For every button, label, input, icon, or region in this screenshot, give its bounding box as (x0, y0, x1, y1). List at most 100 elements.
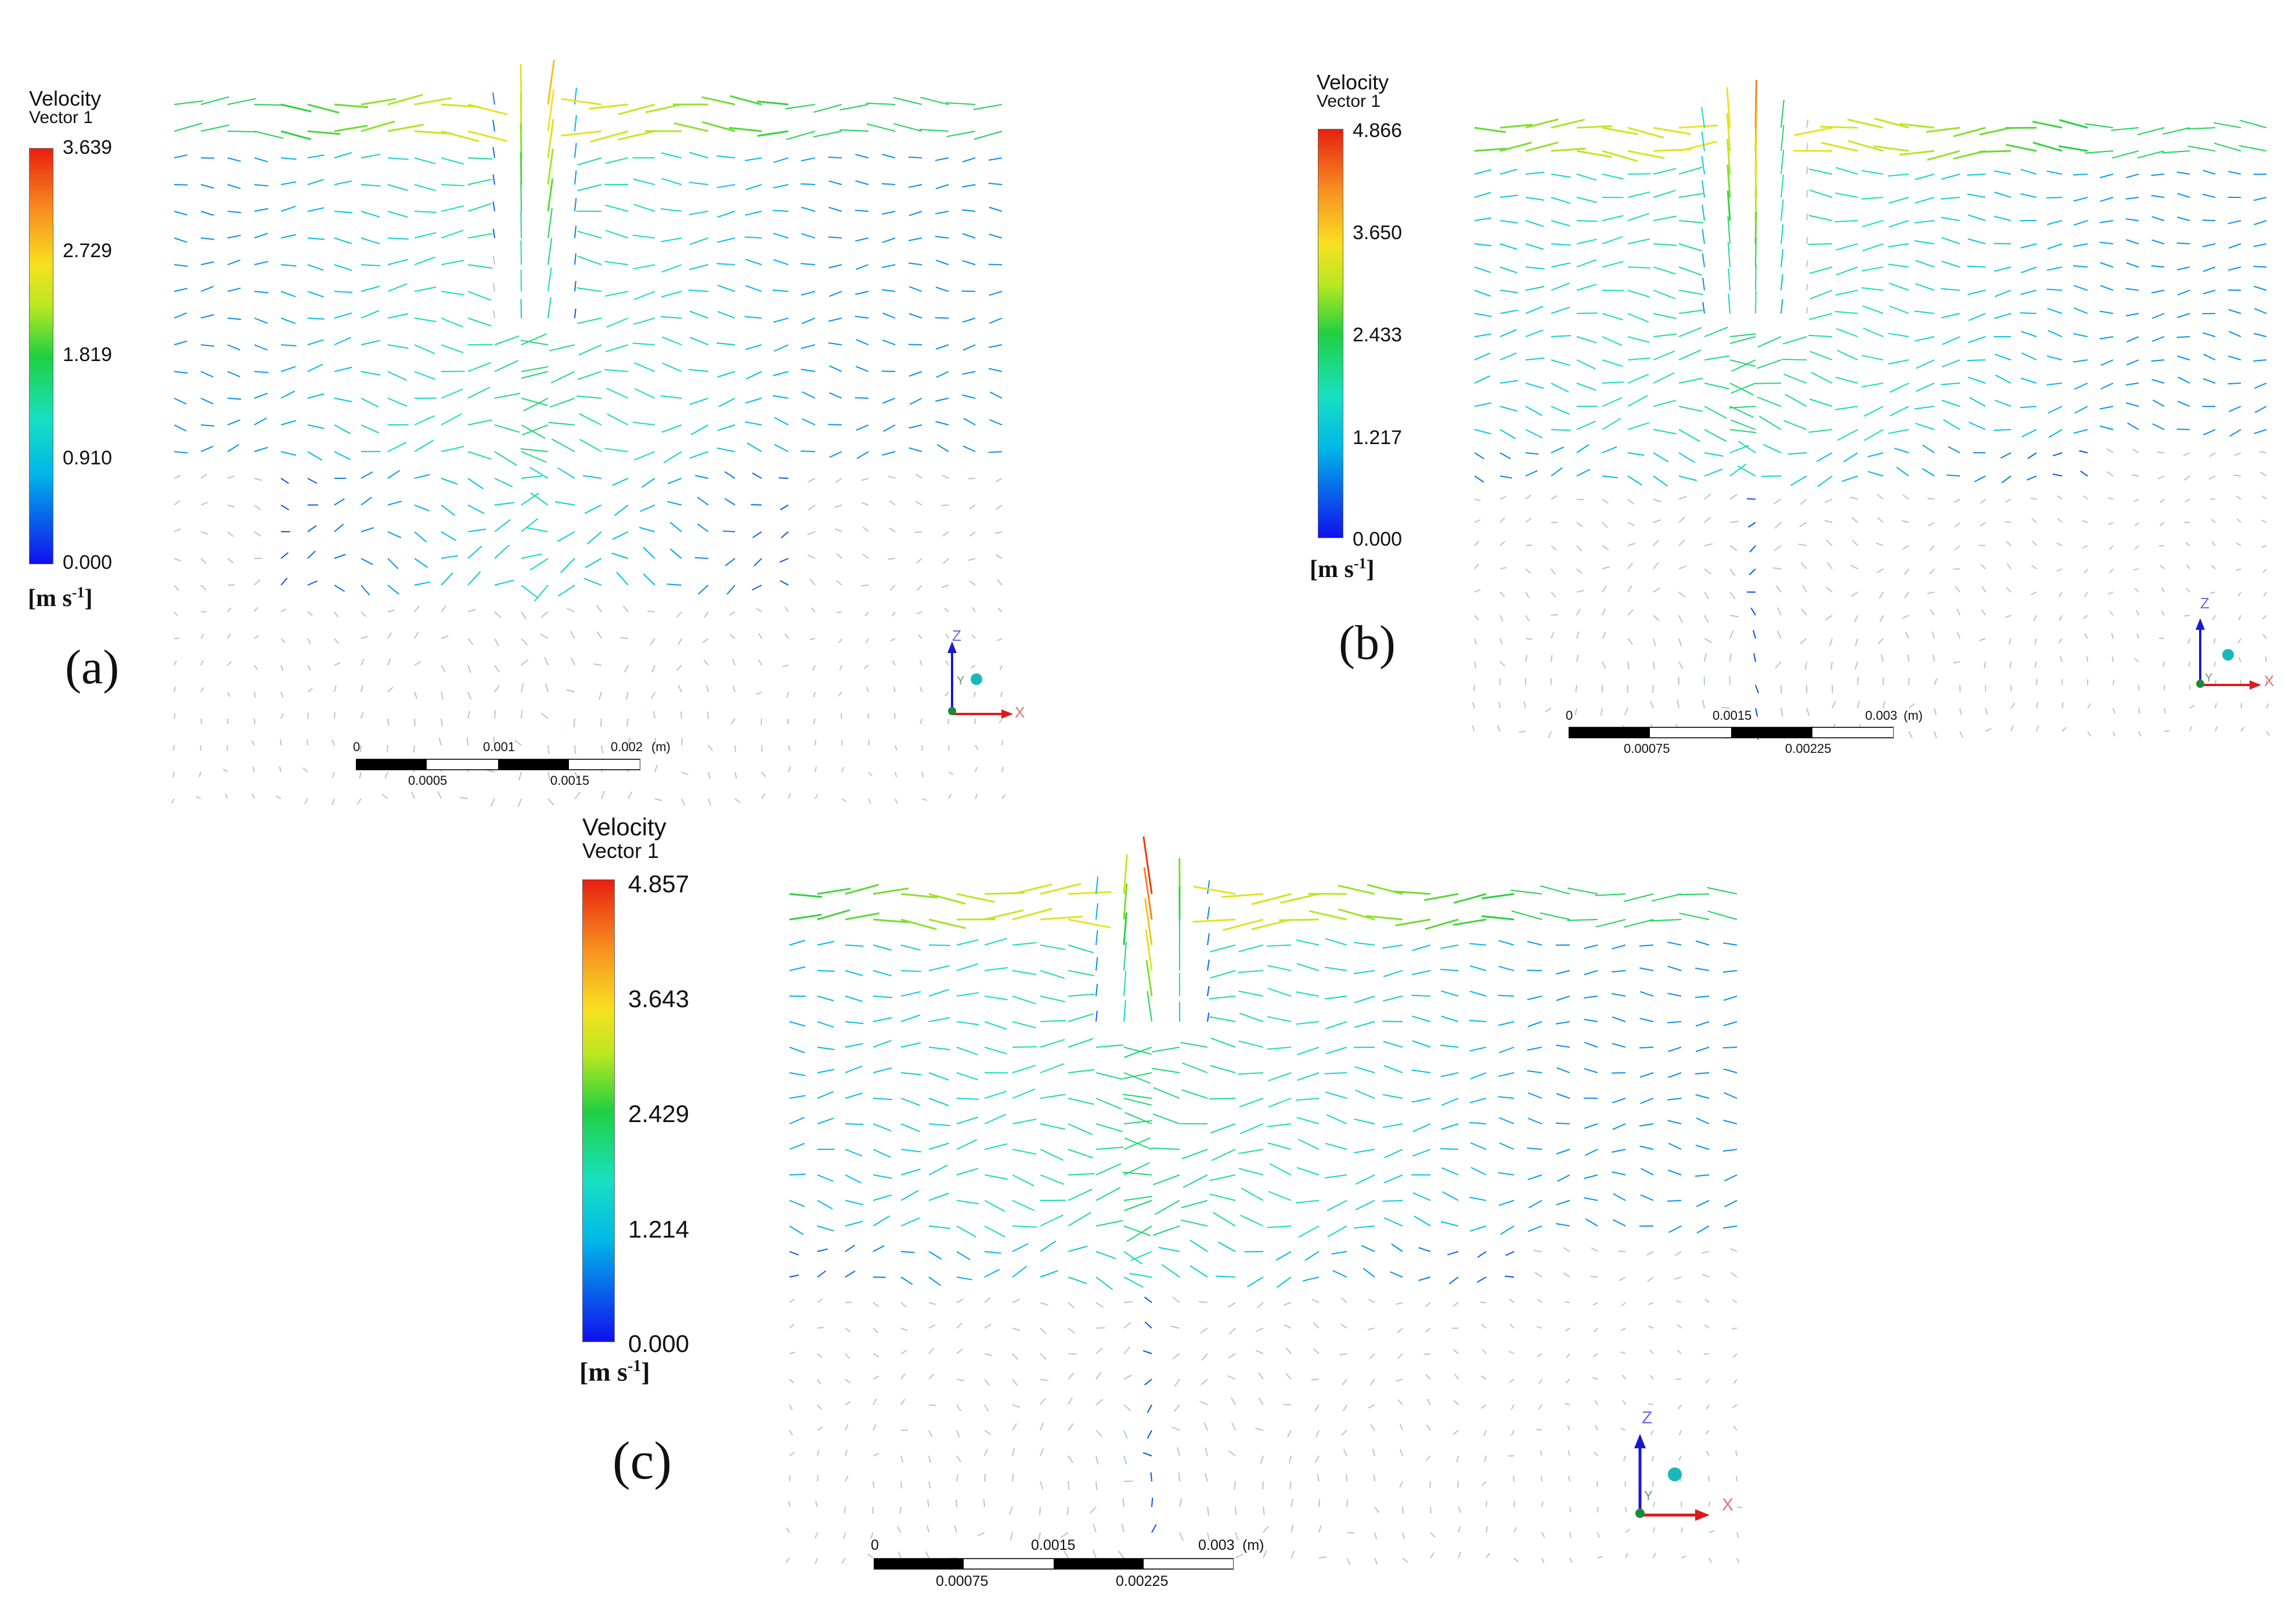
velocity-vector (1474, 402, 1491, 407)
velocity-vector (1678, 243, 1703, 252)
velocity-vector (467, 638, 474, 645)
velocity-vector (1841, 475, 1858, 482)
velocity-vector (673, 122, 709, 132)
velocity-vector (1440, 1072, 1459, 1077)
velocity-vector (387, 686, 394, 693)
velocity-vector (1678, 638, 1682, 647)
velocity-vector (492, 255, 495, 265)
velocity-vector (1627, 150, 1665, 159)
velocity-vector (521, 333, 547, 345)
velocity-vector (387, 558, 399, 569)
velocity-vector (1477, 1251, 1487, 1258)
velocity-vector (984, 1174, 1008, 1180)
velocity-vector (1180, 1219, 1208, 1227)
velocity-vector (517, 798, 522, 807)
velocity-vector (1327, 1225, 1347, 1238)
velocity-vector (1474, 499, 1481, 502)
velocity-vector (1584, 1123, 1598, 1129)
velocity-vector (1313, 1322, 1320, 1329)
velocity-vector (2185, 499, 2190, 503)
velocity-vector (1639, 1145, 1654, 1150)
velocity-vector (2111, 150, 2139, 159)
velocity-vector (695, 475, 709, 479)
velocity-vector (1755, 383, 1782, 384)
velocity-vector (1627, 522, 1635, 526)
velocity-vector (1536, 1326, 1542, 1329)
velocity-vector (1780, 99, 1785, 128)
velocity-vector (1832, 684, 1833, 693)
velocity-vector (467, 419, 492, 425)
velocity-vector (1678, 565, 1687, 569)
velocity-vector (1653, 452, 1669, 463)
velocity-vector (174, 211, 188, 216)
velocity-vector (547, 267, 552, 292)
velocity-vector (1068, 1481, 1070, 1490)
velocity-vector (883, 424, 896, 432)
velocity-vector (1124, 1047, 1152, 1058)
velocity-vector (1809, 313, 1833, 320)
velocity-vector (1702, 229, 1705, 244)
velocity-vector (1887, 174, 1909, 177)
velocity-vector (2211, 565, 2216, 569)
velocity-vector (614, 504, 629, 516)
velocity-vector (593, 663, 602, 666)
velocity-vector (1947, 474, 1960, 477)
velocity-vector (1667, 965, 1682, 971)
velocity-vector (1093, 1524, 1097, 1533)
velocity-vector (441, 205, 464, 212)
velocity-vector (1755, 708, 1758, 717)
velocity-vector (1285, 1373, 1292, 1380)
velocity-vector (1498, 1047, 1515, 1054)
velocity-vector (928, 1251, 942, 1260)
velocity-vector (956, 939, 979, 946)
velocity-vector (817, 1069, 835, 1073)
velocity-vector (1470, 1142, 1487, 1150)
velocity-vector (1129, 1272, 1152, 1278)
velocity-vector (689, 211, 709, 215)
velocity-vector (1564, 1301, 1570, 1303)
velocity-vector (1498, 1072, 1515, 1077)
velocity-vector (227, 504, 235, 508)
velocity-vector (334, 124, 368, 132)
velocity-vector (521, 451, 547, 463)
velocity-vector (1653, 539, 1660, 546)
velocity-vector (494, 360, 519, 372)
velocity-vector (667, 501, 682, 506)
velocity-vector (1210, 1065, 1236, 1073)
velocity-vector (1667, 993, 1682, 997)
velocity-vector (1498, 940, 1515, 946)
velocity-vector (961, 209, 976, 212)
velocity-vector (689, 152, 709, 158)
velocity-vector (174, 451, 188, 454)
velocity-vector (758, 659, 762, 666)
velocity-vector (1646, 1251, 1654, 1256)
velocity-vector (1902, 615, 1909, 619)
velocity-vector (1678, 677, 1679, 686)
velocity-vector (1567, 1476, 1570, 1482)
velocity-vector (2157, 451, 2165, 453)
velocity-vector (873, 1452, 880, 1456)
velocity-vector (1500, 309, 1518, 314)
velocity-vector (200, 445, 214, 452)
velocity-vector (620, 637, 629, 639)
velocity-vector (2100, 284, 2114, 291)
velocity-vector (969, 580, 976, 586)
legend-tick-a-1: 2.729 (63, 240, 113, 262)
velocity-vector (414, 718, 416, 726)
velocity-vector (1927, 592, 1935, 594)
velocity-vector (2151, 378, 2165, 384)
velocity-vector (1602, 608, 1606, 616)
velocity-vector (855, 154, 869, 158)
velocity-vector (307, 291, 324, 298)
velocity-vector (1908, 703, 1915, 709)
velocity-vector (2189, 705, 2195, 709)
velocity-vector (2176, 266, 2190, 271)
velocity-vector (732, 659, 736, 666)
velocity-vector (928, 1373, 935, 1380)
velocity-vector (1915, 259, 1935, 268)
velocity-vector (1123, 1225, 1151, 1236)
velocity-vector (1412, 1040, 1431, 1048)
velocity-vector (1551, 335, 1571, 337)
velocity-vector (1012, 1200, 1035, 1211)
velocity-vector (1653, 266, 1676, 275)
